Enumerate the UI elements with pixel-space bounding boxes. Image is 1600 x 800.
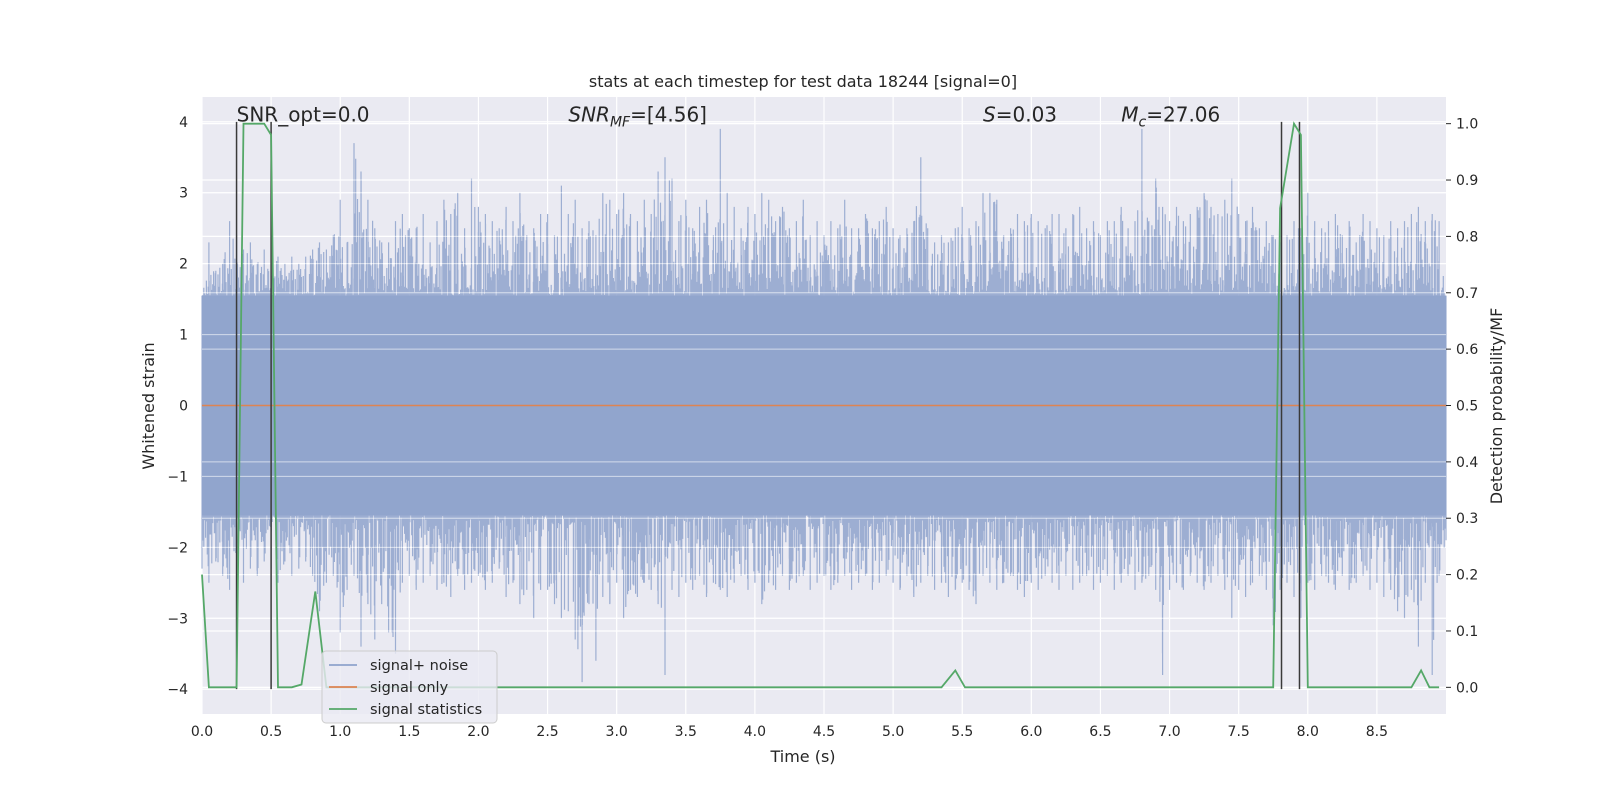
x-tick-label: 8.0 [1297,724,1319,740]
y2-tick-label: 0.1 [1456,624,1478,640]
x-tick-label: 5.0 [882,724,904,740]
legend: signal+ noise signal only signal statistic… [321,650,498,724]
legend-label: signal only [370,680,449,696]
y-tick-label: 0 [179,399,188,415]
y2-tick-label: 0.8 [1456,229,1478,245]
annotation-text: SNRMF=[4.56] [568,102,707,130]
x-tick-label: 7.5 [1228,724,1250,740]
x-tick-label: 7.0 [1158,724,1180,740]
x-tick-label: 2.5 [536,724,558,740]
x-tick-label: 2.0 [467,724,489,740]
ticks-layer: 0.0 0.5 1.0 1.5 2.0 2.5 3.0 3.5 4.0 4.5 5.0 5.5 6.0 6… [167,115,1478,740]
y2-tick-label: 0.5 [1456,399,1478,415]
x-tick-label: 1.5 [398,724,420,740]
y-tick-label: −2 [167,540,188,556]
y2-axis-label: Detection probability/MF [1487,308,1506,505]
x-tick-label: 3.0 [606,724,628,740]
legend-label: signal statistics [370,702,482,718]
x-tick-label: 0.5 [260,724,282,740]
y2-tick-label: 1.0 [1456,117,1478,133]
annotation-text: Mc=27.06 [1121,102,1220,130]
y2-tick-label: 0.9 [1456,173,1478,189]
y-tick-label: −1 [167,469,188,485]
x-axis-label: Time (s) [769,747,835,766]
annotation-text: S=0.03 [983,102,1057,126]
x-tick-label: 4.5 [813,724,835,740]
y-tick-label: 2 [179,257,188,273]
y2-tick-label: 0.7 [1456,286,1478,302]
y-tick-label: 4 [179,115,188,131]
y2-tick-label: 0.2 [1456,568,1478,584]
x-tick-label: 5.5 [951,724,973,740]
chart-title: stats at each timestep for test data 182… [589,72,1017,91]
y2-tick-label: 0.3 [1456,511,1478,527]
y-tick-label: −4 [167,682,188,698]
x-tick-label: 6.0 [1020,724,1042,740]
y2-tick-label: 0.4 [1456,455,1478,471]
x-tick-label: 8.5 [1366,724,1388,740]
annotations: SNR_opt=0.0 SNRMF=[4.56] S=0.03 Mc=27.06 [237,102,1221,130]
annotation-text: SNR_opt=0.0 [237,102,370,126]
legend-label: signal+ noise [370,658,468,674]
x-tick-label: 0.0 [191,724,213,740]
y-tick-label: 3 [179,186,188,202]
y-tick-label: −3 [167,611,188,627]
legend-box [321,650,498,724]
y2-tick-label: 0.6 [1456,342,1478,358]
y-axis-label: Whitened strain [139,342,158,469]
x-tick-label: 4.0 [744,724,766,740]
y-tick-label: 1 [179,328,188,344]
y2-tick-label: 0.0 [1456,680,1478,696]
x-tick-label: 1.0 [329,724,351,740]
x-tick-label: 6.5 [1089,724,1111,740]
x-tick-label: 3.5 [675,724,697,740]
